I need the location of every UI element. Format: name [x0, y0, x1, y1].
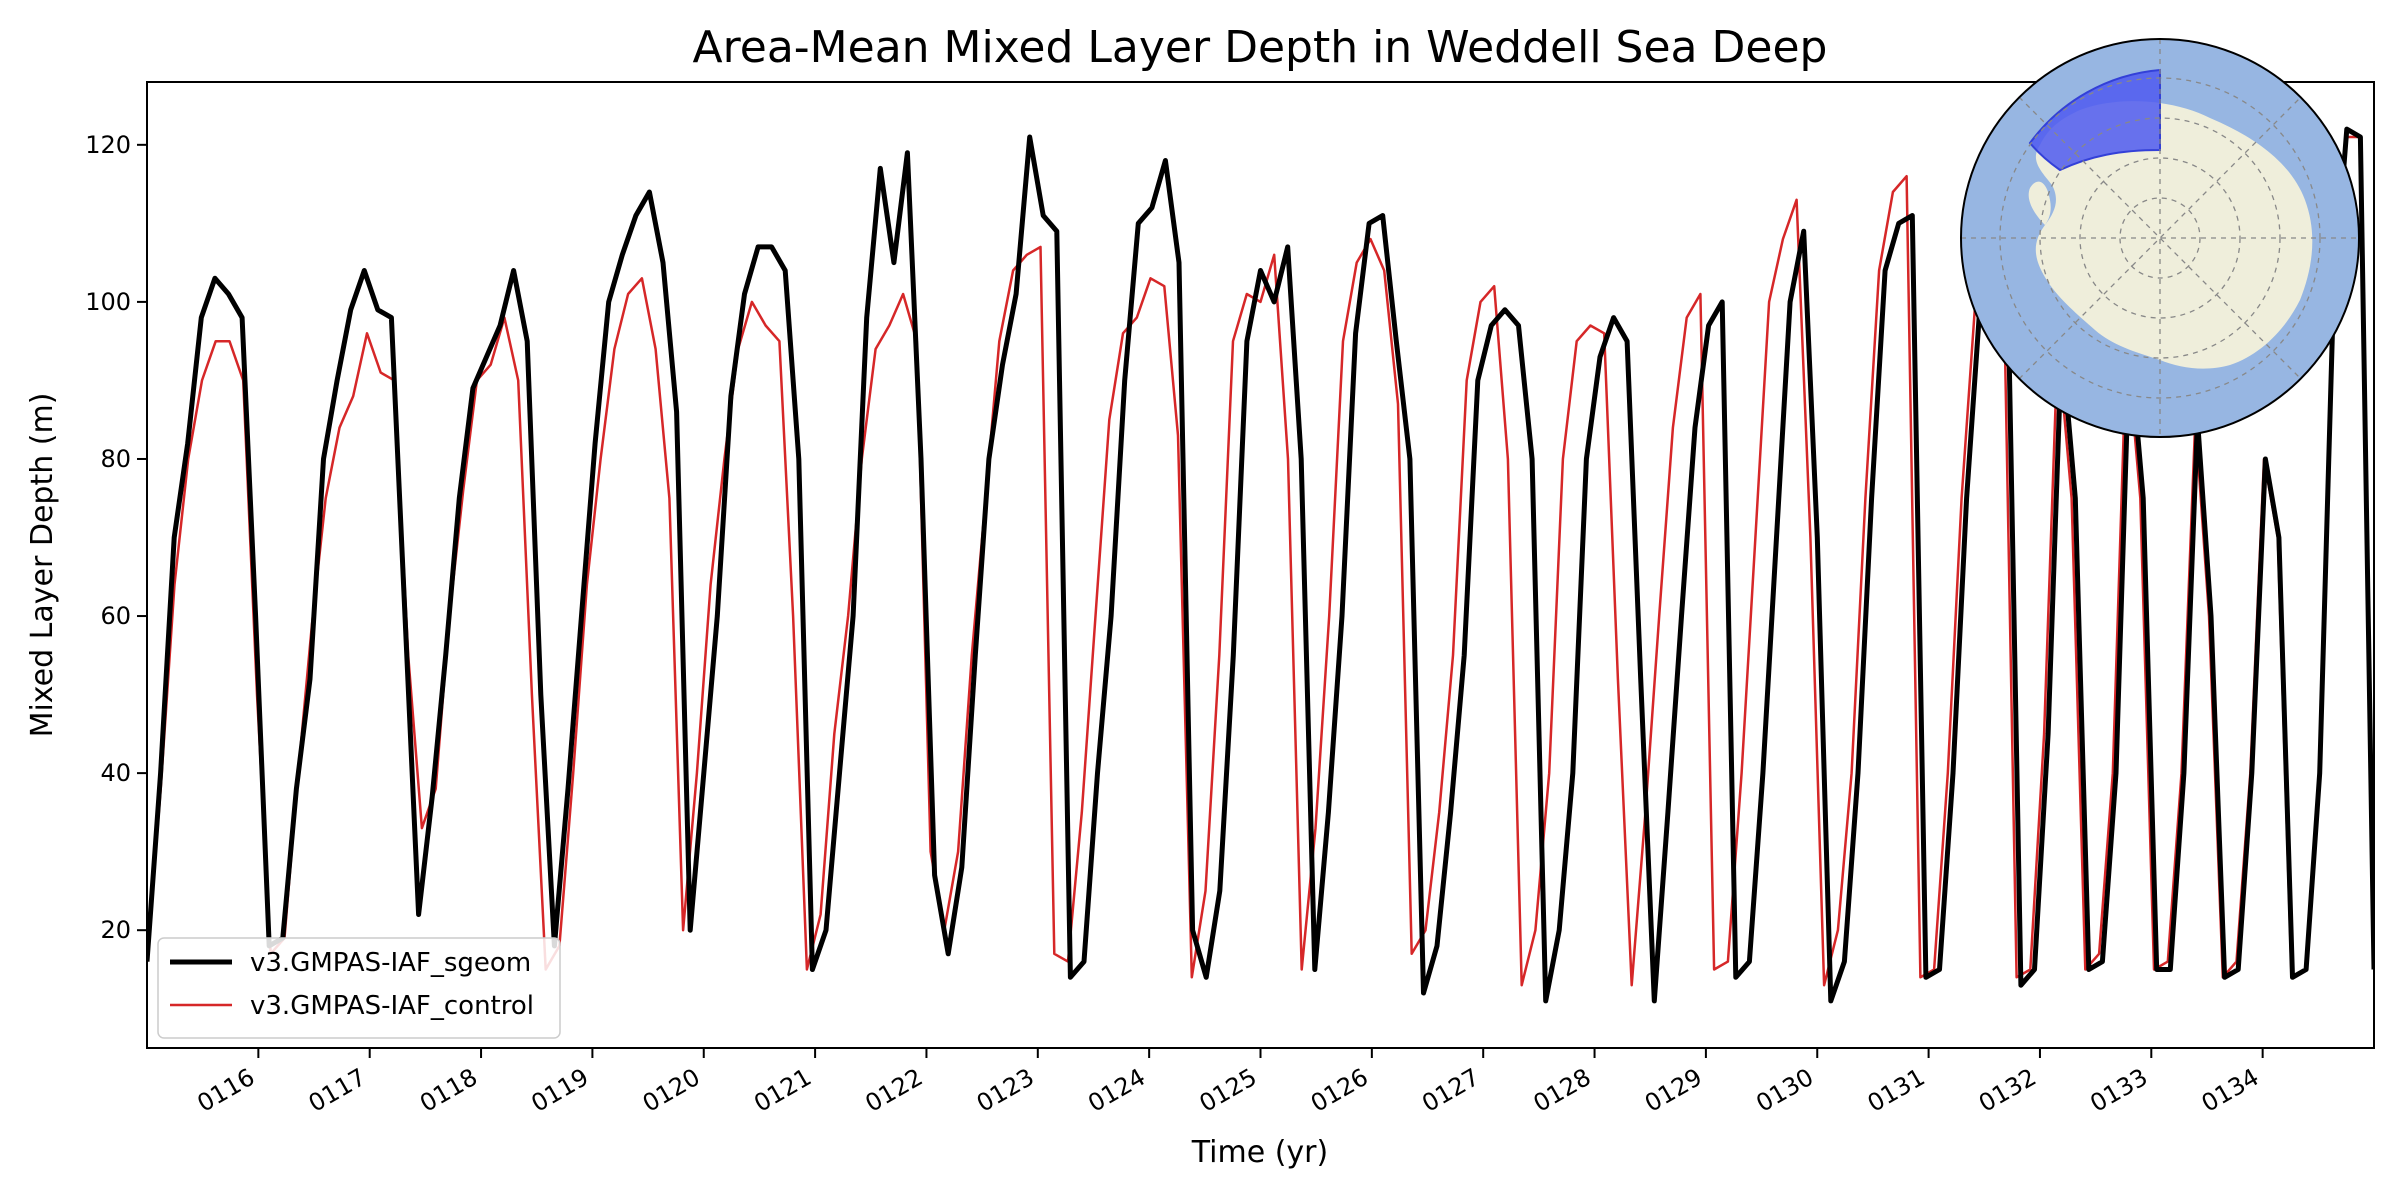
inset-antarctic-peninsula	[2028, 181, 2051, 225]
x-tick-label: 0119	[527, 1063, 594, 1118]
x-tick-label: 0117	[304, 1063, 371, 1118]
legend: v3.GMPAS-IAF_sgeom v3.GMPAS-IAF_control	[157, 937, 561, 1039]
x-tick-label: 0128	[1529, 1063, 1596, 1118]
antarctica-inset-map	[1960, 38, 2360, 438]
y-tick-label: 80	[100, 445, 131, 473]
x-tick-label: 0116	[192, 1063, 259, 1118]
x-axis: 0116 0117 0118 0119 0120 0121 0122 0123 0124 0125…	[192, 1048, 2264, 1118]
x-tick-label: 0125	[1195, 1063, 1262, 1118]
x-tick-label: 0127	[1417, 1063, 1484, 1118]
x-tick-label: 0124	[1083, 1063, 1150, 1118]
x-tick-label: 0121	[749, 1063, 816, 1118]
x-tick-label: 0131	[1863, 1063, 1930, 1118]
legend-label-control: v3.GMPAS-IAF_control	[250, 991, 534, 1021]
legend-box	[157, 937, 561, 1039]
y-tick-label: 100	[85, 288, 131, 316]
x-tick-label: 0118	[415, 1063, 482, 1118]
x-axis-title: Time (yr)	[1191, 1135, 1328, 1170]
x-tick-label: 0134	[2197, 1063, 2264, 1118]
inset-antarctica-land	[2035, 101, 2313, 369]
y-tick-label: 120	[85, 131, 131, 159]
y-tick-label: 60	[100, 602, 131, 630]
x-tick-label: 0130	[1751, 1063, 1818, 1118]
y-tick-label: 20	[100, 916, 131, 944]
inset-map-border	[1960, 38, 2360, 438]
x-tick-label: 0126	[1306, 1063, 1373, 1118]
x-tick-label: 0132	[1974, 1063, 2041, 1118]
x-tick-label: 0122	[861, 1063, 928, 1118]
legend-label-sgeom: v3.GMPAS-IAF_sgeom	[250, 948, 531, 978]
chart-title: Area-Mean Mixed Layer Depth in Weddell S…	[693, 22, 1828, 73]
y-axis: 20 40 60 80 100 120	[85, 131, 147, 944]
y-axis-title: Mixed Layer Depth (m)	[25, 393, 60, 738]
x-tick-label: 0120	[638, 1063, 705, 1118]
x-tick-label: 0133	[2085, 1063, 2152, 1118]
x-tick-label: 0129	[1640, 1063, 1707, 1118]
x-tick-label: 0123	[972, 1063, 1039, 1118]
y-tick-label: 40	[100, 759, 131, 787]
inset-weddell-region	[2028, 68, 2161, 172]
